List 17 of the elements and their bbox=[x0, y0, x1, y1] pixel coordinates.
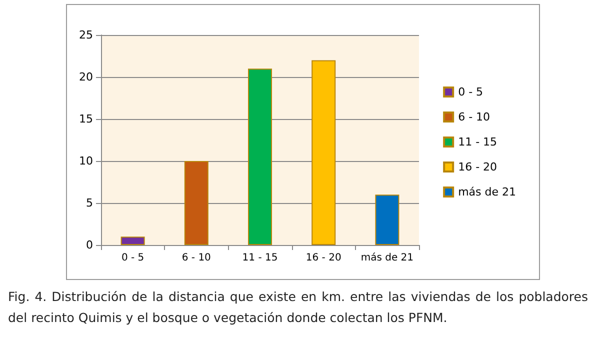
legend-label: 11 - 15 bbox=[458, 136, 498, 148]
legend-label: 6 - 10 bbox=[458, 110, 490, 124]
x-tick-label: 16 - 20 bbox=[306, 252, 342, 264]
y-tick-label: 10 bbox=[79, 154, 93, 168]
legend-label: 0 - 5 bbox=[458, 86, 484, 98]
x-tick-label: más de 21 bbox=[360, 252, 414, 264]
legend-label: más de 21 bbox=[458, 186, 516, 198]
y-tick-label: 15 bbox=[79, 112, 93, 126]
caption: Fig. 4. Distribución de la distancia que existe en km. entre las viviendas de los pobladores del recinto Quimis y el bosque o vegetación donde colectan los PFNM. bbox=[8, 288, 588, 327]
y-tick-label: 20 bbox=[79, 70, 93, 84]
y-tick-label: 25 bbox=[79, 28, 93, 42]
legend-label: 16 - 20 bbox=[458, 160, 498, 174]
x-tick-label: 0 - 5 bbox=[121, 252, 144, 264]
y-tick-label: 5 bbox=[86, 196, 93, 210]
x-tick-label: 6 - 10 bbox=[182, 252, 211, 264]
x-tick-label: 11 - 15 bbox=[242, 252, 278, 264]
y-tick-label: 0 bbox=[86, 238, 93, 252]
